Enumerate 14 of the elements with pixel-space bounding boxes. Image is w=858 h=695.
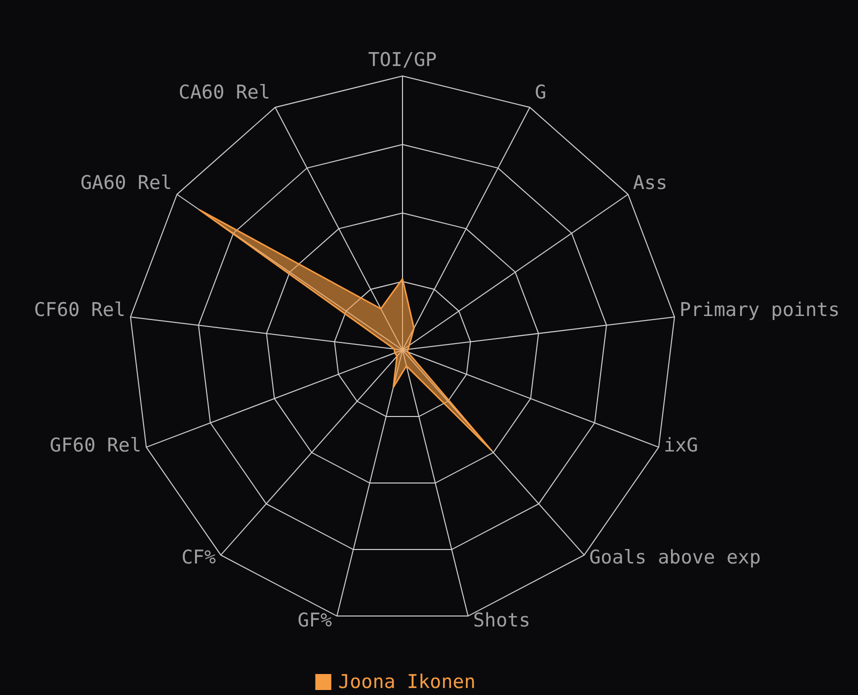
spoke-label: CA60 Rel	[178, 82, 270, 104]
spoke-label: CF%	[181, 546, 216, 568]
spoke-label: Ass	[633, 172, 668, 194]
spoke-label: GF%	[298, 610, 332, 632]
legend-label: Joona Ikonen	[338, 671, 476, 693]
spoke-label: Shots	[473, 610, 530, 632]
spoke-label: Primary points	[680, 299, 840, 322]
spoke-label: GA60 Rel	[80, 172, 172, 194]
spoke-label: CF60 Rel	[34, 299, 126, 322]
spoke-label: G	[534, 82, 546, 104]
spoke-label: Goals above exp	[589, 546, 761, 568]
spoke-label: ixG	[664, 434, 698, 456]
spoke-label: TOI/GP	[368, 49, 437, 71]
spoke-label: GF60 Rel	[50, 434, 142, 456]
